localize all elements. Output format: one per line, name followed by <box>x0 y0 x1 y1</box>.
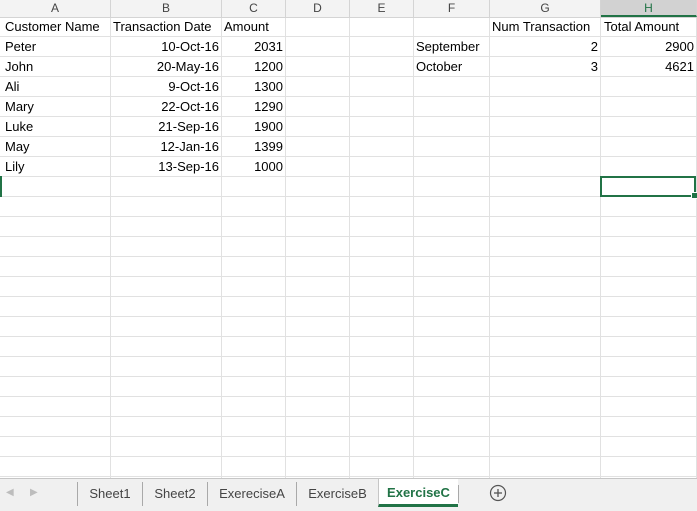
cell-g1[interactable]: Num Transaction <box>492 19 591 34</box>
cell-a3[interactable]: John <box>5 59 34 74</box>
gridline <box>600 18 601 478</box>
cell-h2[interactable]: 2900 <box>665 39 694 54</box>
gridline <box>0 216 697 217</box>
cell-c7[interactable]: 1399 <box>254 139 283 154</box>
tab-exereciseA[interactable]: ExereciseA <box>207 482 296 506</box>
fill-handle[interactable] <box>691 192 697 199</box>
cell-a7[interactable]: May <box>5 139 30 154</box>
gridline <box>0 456 697 457</box>
tab-sheet2[interactable]: Sheet2 <box>142 482 207 506</box>
tab-sheet1[interactable]: Sheet1 <box>77 482 142 506</box>
gridline <box>285 18 286 478</box>
scroll-right-icon[interactable]: ▶ <box>30 487 38 498</box>
cell-b6[interactable]: 21-Sep-16 <box>158 119 219 134</box>
gridline <box>0 296 697 297</box>
gridline <box>0 56 697 57</box>
table-row: Lily 13-Sep-16 1000 <box>0 157 697 177</box>
spreadsheet-grid[interactable]: A B C D E F G H Customer Name Transactio… <box>0 0 697 478</box>
gridline <box>489 18 490 478</box>
column-header-h[interactable]: H <box>601 0 697 17</box>
table-row: Customer Name Transaction Date Amount Nu… <box>0 17 697 37</box>
cell-c4[interactable]: 1300 <box>254 79 283 94</box>
cell-c6[interactable]: 1900 <box>254 119 283 134</box>
cell-g2[interactable]: 2 <box>590 39 598 54</box>
column-header-f[interactable]: F <box>414 0 490 17</box>
gridline <box>0 96 697 97</box>
gridline <box>0 276 697 277</box>
gridline <box>0 316 697 317</box>
cell-c3[interactable]: 1200 <box>254 59 283 74</box>
cell-b3[interactable]: 20-May-16 <box>156 59 219 74</box>
cell-b8[interactable]: 13-Sep-16 <box>158 159 219 174</box>
column-header-g[interactable]: G <box>490 0 601 17</box>
column-header-b[interactable]: B <box>111 0 222 17</box>
table-row: John 20-May-16 1200 October 3 4621 <box>0 57 697 77</box>
gridline <box>0 196 697 197</box>
table-row: Luke 21-Sep-16 1900 <box>0 117 697 137</box>
cell-c2[interactable]: 2031 <box>254 39 283 54</box>
cell-a4[interactable]: Ali <box>5 79 20 94</box>
table-row: Mary 22-Oct-16 1290 <box>0 97 697 117</box>
cell-a1[interactable]: Customer Name <box>5 19 100 34</box>
scroll-left-icon[interactable]: ◀ <box>6 487 14 498</box>
cell-f3[interactable]: October <box>416 59 463 74</box>
gridline <box>0 236 697 237</box>
cell-b7[interactable]: 12-Jan-16 <box>160 139 219 154</box>
gridline <box>0 396 697 397</box>
cell-a5[interactable]: Mary <box>5 99 34 114</box>
table-row: May 12-Jan-16 1399 <box>0 137 697 157</box>
table-row: Ali 9-Oct-16 1300 <box>0 77 697 97</box>
cell-b4[interactable]: 9-Oct-16 <box>168 79 219 94</box>
tab-exerciseC[interactable]: ExerciseC <box>378 479 458 507</box>
tab-exerciseB[interactable]: ExerciseB <box>296 482 378 506</box>
column-header-e[interactable]: E <box>350 0 414 17</box>
cell-c1[interactable]: Amount <box>224 19 269 34</box>
gridline <box>0 136 697 137</box>
cell-c5[interactable]: 1290 <box>254 99 283 114</box>
tab-separator <box>458 485 459 503</box>
selected-cell-h9[interactable] <box>600 176 697 199</box>
gridline <box>0 476 697 477</box>
column-header-c[interactable]: C <box>222 0 286 17</box>
gridline <box>0 356 697 357</box>
gridline <box>0 76 697 77</box>
gridline <box>0 436 697 437</box>
gridline <box>0 416 697 417</box>
gridline <box>221 18 222 478</box>
cell-g3[interactable]: 3 <box>590 59 598 74</box>
gridline <box>0 116 697 117</box>
column-header-row: A B C D E F G H <box>0 0 697 18</box>
gridline <box>349 18 350 478</box>
column-header-d[interactable]: D <box>286 0 350 17</box>
cell-b5[interactable]: 22-Oct-16 <box>161 99 219 114</box>
gridline <box>0 376 697 377</box>
cell-b1[interactable]: Transaction Date <box>113 19 212 34</box>
cell-c8[interactable]: 1000 <box>254 159 283 174</box>
gridline <box>110 18 111 478</box>
add-sheet-icon[interactable] <box>489 484 507 502</box>
cell-a8[interactable]: Lily <box>5 159 25 174</box>
cell-h1[interactable]: Total Amount <box>604 19 680 34</box>
cell-a6[interactable]: Luke <box>5 119 34 134</box>
cell-h3[interactable]: 4621 <box>665 59 694 74</box>
gridline <box>0 256 697 257</box>
gridline <box>413 18 414 478</box>
cell-b2[interactable]: 10-Oct-16 <box>161 39 219 54</box>
sheet-tab-bar: ◀ ▶ Sheet1 Sheet2 ExereciseA ExerciseB E… <box>0 478 697 511</box>
row-selection-marker <box>0 176 2 197</box>
cell-f2[interactable]: September <box>416 39 480 54</box>
gridline <box>0 156 697 157</box>
column-header-a[interactable]: A <box>0 0 111 17</box>
gridline <box>0 176 697 177</box>
table-row: Peter 10-Oct-16 2031 September 2 2900 <box>0 37 697 57</box>
gridline <box>0 336 697 337</box>
cell-a2[interactable]: Peter <box>5 39 37 54</box>
gridline <box>0 36 697 37</box>
